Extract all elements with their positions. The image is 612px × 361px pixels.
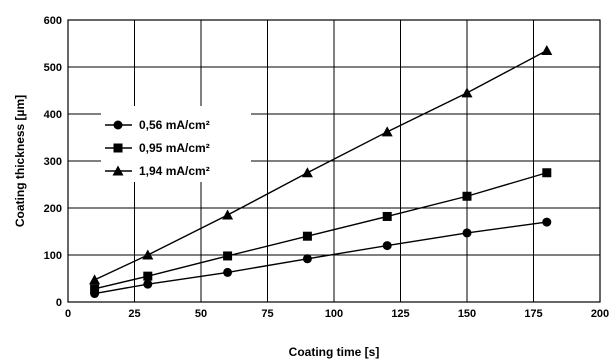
data-point-triangle [142, 249, 154, 260]
x-tick-label: 0 [65, 308, 71, 320]
x-tick-label: 175 [524, 308, 542, 320]
data-point-triangle [541, 45, 553, 56]
x-tick-label: 125 [391, 308, 409, 320]
data-point-square [542, 168, 552, 178]
data-point-circle [143, 279, 153, 289]
data-point-circle [302, 254, 312, 264]
series-circle [90, 217, 552, 299]
x-tick-label: 50 [195, 308, 207, 320]
data-point-triangle [381, 126, 393, 137]
legend-label: 0,95 mA/cm² [139, 141, 210, 155]
legend-box [101, 106, 251, 182]
y-tick-label: 600 [44, 15, 62, 27]
data-point-triangle [222, 209, 234, 220]
data-series [89, 45, 553, 299]
y-tick-label: 300 [44, 156, 62, 168]
y-tick-label: 200 [44, 203, 62, 215]
legend-label: 0,56 mA/cm² [139, 118, 210, 132]
data-point-circle [223, 267, 233, 277]
y-tick-label: 500 [44, 62, 62, 74]
x-tick-label: 200 [591, 308, 609, 320]
x-axis-title: Coating time [s] [289, 345, 380, 359]
legend-marker-triangle [112, 165, 124, 176]
data-point-circle [462, 228, 472, 238]
legend-label: 1,94 mA/cm² [139, 164, 210, 178]
y-tick-label: 400 [44, 109, 62, 121]
data-point-circle [382, 241, 392, 251]
y-tick-label: 0 [56, 297, 62, 309]
x-tick-label: 25 [128, 308, 140, 320]
data-point-square [223, 251, 233, 261]
series-triangle [89, 45, 553, 285]
series-square [90, 168, 552, 294]
legend-marker-square [113, 143, 123, 153]
data-point-triangle [301, 167, 313, 178]
data-point-triangle [461, 87, 473, 98]
plot-border [67, 19, 601, 303]
y-tick-label: 100 [44, 250, 62, 262]
data-point-square [143, 271, 153, 281]
data-point-circle [542, 217, 552, 227]
legend-marker-circle [113, 120, 123, 130]
y-axis-title: Coating thickness [µm] [13, 95, 27, 227]
data-point-square [90, 284, 100, 294]
data-point-square [382, 211, 392, 221]
data-point-square [462, 191, 472, 201]
x-tick-label: 100 [325, 308, 343, 320]
data-point-square [302, 231, 312, 241]
data-point-triangle [89, 274, 101, 285]
x-tick-label: 150 [458, 308, 476, 320]
legend: 0,56 mA/cm² 0,95 mA/cm² 1,94 mA/cm² [101, 106, 251, 182]
y-tick-labels: 0 100 200 300 400 500 600 [44, 15, 62, 309]
x-tick-labels: 0 25 50 75 100 125 150 175 200 [65, 308, 609, 320]
x-tick-label: 75 [261, 308, 273, 320]
